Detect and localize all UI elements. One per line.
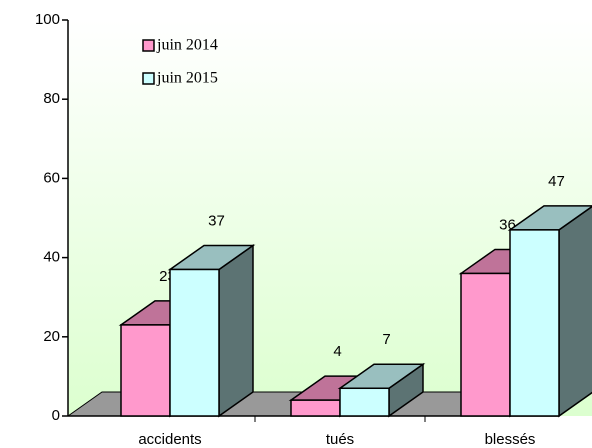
bar — [290, 399, 341, 417]
value-label: 7 — [382, 331, 390, 348]
bar-side — [558, 205, 592, 418]
y-tick-label: 100 — [35, 11, 60, 28]
x-tick-label: accidents — [138, 431, 201, 448]
bar-side — [218, 244, 254, 418]
x-tick-label: tués — [326, 431, 354, 448]
bar — [120, 324, 171, 417]
bar — [169, 268, 220, 417]
legend-label: juin 2014 — [156, 37, 218, 54]
value-label: 37 — [208, 212, 225, 229]
y-tick-label: 80 — [43, 90, 60, 107]
y-tick-label: 40 — [43, 249, 60, 266]
y-tick-label: 20 — [43, 328, 60, 345]
x-tick-label: blessés — [485, 431, 536, 448]
value-label: 4 — [333, 343, 341, 360]
value-label: 47 — [548, 173, 565, 190]
legend-swatch — [142, 39, 155, 52]
legend-label: juin 2015 — [156, 70, 218, 87]
bar — [509, 229, 560, 417]
bar — [339, 387, 390, 417]
y-tick-label: 60 — [43, 169, 60, 186]
legend-swatch — [142, 72, 155, 85]
bar — [460, 272, 511, 417]
y-tick-label: 0 — [52, 407, 60, 424]
